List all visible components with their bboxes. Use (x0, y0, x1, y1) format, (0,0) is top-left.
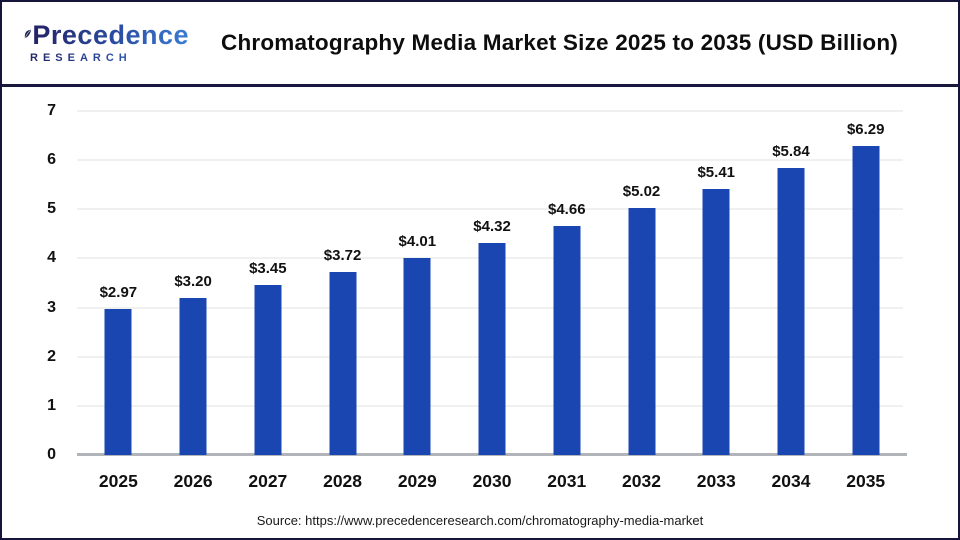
bar-value-label: $6.29 (846, 120, 885, 138)
bar-column: $4.66 (529, 111, 604, 455)
bar (553, 226, 581, 455)
bar-value-label: $5.41 (697, 164, 736, 182)
y-axis: 0 1 2 3 4 5 6 7 (2, 102, 68, 463)
plot-area: $2.97 $3.20 $3.45 $3.72 $4.01 $4.32 $4.66 $5.02… (77, 110, 903, 455)
y-tick-label: 5 (47, 200, 56, 218)
bar (179, 297, 207, 455)
x-axis-label: 2027 (248, 471, 288, 491)
x-axis-label: 2032 (622, 471, 661, 491)
bar-column: $3.45 (230, 111, 305, 455)
x-axis-label: 2034 (771, 471, 811, 491)
y-tick-label: 2 (47, 347, 56, 365)
bar-column: $4.01 (380, 111, 455, 455)
bar-column: $5.02 (604, 111, 679, 455)
chart-title: Chromatography Media Market Size 2025 to… (221, 30, 898, 55)
x-axis-labels: 2025 2026 2027 2028 2029 2030 2031 2032 2033 2034… (81, 471, 903, 492)
header-divider (2, 84, 958, 87)
x-axis-label: 2026 (173, 471, 213, 491)
logo-wordmark: Precedence (24, 22, 189, 49)
bar-column: $2.97 (81, 111, 156, 455)
bar-column: $4.32 (455, 111, 530, 455)
source-text: Source: https://www.precedenceresearch.c… (256, 513, 704, 528)
bar (403, 257, 431, 455)
x-axis-label: 2030 (472, 471, 512, 491)
bar-value-label: $4.01 (398, 232, 437, 250)
bar-value-label: $4.66 (548, 201, 586, 218)
bar (777, 168, 805, 455)
bar-value-label: $3.72 (323, 247, 362, 265)
header: Precedence RESEARCH Chromatography Media… (2, 2, 958, 84)
bar (478, 242, 506, 455)
logo-name: Precedence (32, 20, 189, 50)
leaf-logo-icon (24, 29, 32, 39)
precedence-research-logo: Precedence RESEARCH (24, 22, 189, 64)
bar-value-label: $2.97 (99, 284, 138, 302)
bar-value-label: $4.32 (473, 217, 511, 235)
bar-column: $5.41 (679, 111, 754, 455)
gridline (77, 110, 903, 112)
gridline (77, 159, 903, 162)
y-tick-label: 6 (47, 151, 56, 169)
bar (852, 145, 880, 455)
x-axis-label: 2035 (846, 471, 886, 491)
bar-column: $5.84 (754, 111, 829, 455)
x-axis-label: 2025 (98, 471, 138, 491)
bar-column: $3.72 (305, 111, 380, 455)
bar-column: $3.20 (156, 111, 231, 455)
bar (702, 189, 730, 455)
bars-container: $2.97 $3.20 $3.45 $3.72 $4.01 $4.32 $4.66 $5.02… (81, 111, 903, 455)
bar-column: $6.29 (828, 111, 903, 455)
y-tick-label: 0 (47, 446, 56, 463)
x-axis-label: 2031 (547, 471, 587, 491)
gridline (77, 208, 903, 211)
bar-value-label: $5.02 (622, 183, 661, 201)
bar-value-label: $5.84 (772, 143, 810, 161)
y-tick-label: 3 (47, 298, 56, 316)
logo-subtitle: RESEARCH (24, 52, 189, 64)
x-axis-label: 2033 (696, 471, 736, 491)
bar (254, 285, 282, 455)
bar-value-label: $3.45 (249, 260, 287, 278)
x-axis-label: 2028 (323, 471, 363, 491)
bar (104, 309, 132, 455)
y-tick-label: 7 (47, 102, 56, 119)
y-tick-label: 4 (47, 249, 56, 267)
bar-value-label: $3.20 (174, 272, 212, 290)
bar (329, 272, 357, 455)
y-tick-label: 1 (47, 396, 56, 414)
x-axis-label: 2029 (397, 471, 437, 491)
bar (628, 208, 655, 455)
